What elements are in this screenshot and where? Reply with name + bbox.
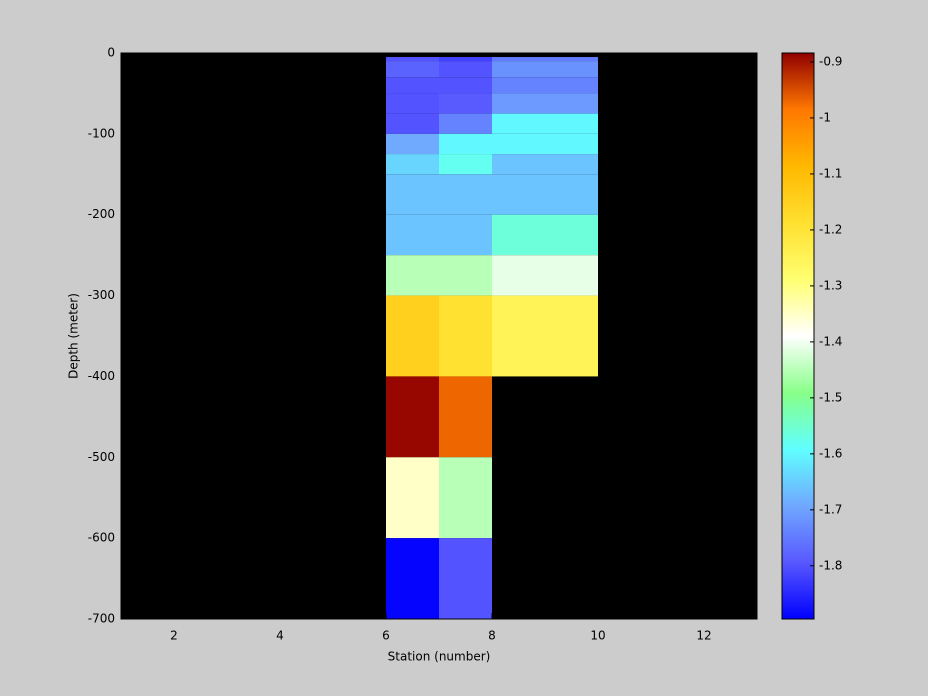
heatmap-cell bbox=[439, 77, 492, 94]
y-tick-label: 0 bbox=[107, 46, 115, 60]
heatmap-cell bbox=[386, 255, 439, 296]
heatmap-cell bbox=[386, 214, 439, 256]
y-tick-label: -400 bbox=[88, 369, 115, 383]
x-tick-label: 10 bbox=[590, 629, 605, 643]
heatmap-cell bbox=[545, 113, 598, 134]
y-tick-label: -300 bbox=[88, 288, 115, 302]
colorbar-tick-label: -1.8 bbox=[819, 558, 842, 572]
heatmap-cell bbox=[492, 214, 545, 256]
heatmap-cell bbox=[492, 57, 545, 62]
colorbar-tick-label: -1.5 bbox=[819, 390, 842, 404]
heatmap-cell bbox=[545, 295, 598, 377]
heatmap-cell bbox=[386, 61, 439, 78]
x-tick-label: 4 bbox=[276, 629, 284, 643]
heatmap-cell bbox=[492, 174, 545, 215]
heatmap-cell bbox=[386, 538, 439, 619]
heatmap-cell bbox=[386, 295, 439, 377]
heatmap-cell bbox=[439, 376, 492, 458]
heatmap-cell bbox=[492, 154, 545, 175]
heatmap-cell bbox=[492, 61, 545, 78]
heatmap-cell bbox=[545, 61, 598, 78]
heatmap-cell bbox=[545, 57, 598, 62]
heatmap-cell bbox=[439, 93, 492, 114]
colorbar-tick-label: -0.9 bbox=[819, 54, 842, 68]
heatmap-cell bbox=[545, 154, 598, 175]
heatmap-cell bbox=[386, 57, 439, 62]
heatmap-cell bbox=[492, 133, 545, 155]
heatmap-cell bbox=[439, 57, 492, 62]
colorbar-tick-label: -1.2 bbox=[819, 222, 842, 236]
heatmap-cell bbox=[545, 133, 598, 155]
heatmap-cell bbox=[386, 133, 439, 155]
heatmap-cell bbox=[439, 133, 492, 155]
heatmap-cell bbox=[386, 154, 439, 175]
heatmap-cell bbox=[439, 61, 492, 78]
y-tick-label: -500 bbox=[88, 450, 115, 464]
heatmap-cell bbox=[545, 214, 598, 256]
x-tick-label: 2 bbox=[170, 629, 178, 643]
y-tick-label: -700 bbox=[88, 612, 115, 626]
y-tick-label: -600 bbox=[88, 531, 115, 545]
heatmap-cell bbox=[439, 295, 492, 377]
heatmap-cell bbox=[545, 255, 598, 296]
heatmap-cell bbox=[439, 457, 492, 539]
heatmap-cell bbox=[545, 77, 598, 94]
heatmap-cell bbox=[386, 457, 439, 539]
heatmap-cell bbox=[439, 154, 492, 175]
colorbar-tick-label: -1 bbox=[819, 110, 831, 124]
heatmap-cell bbox=[439, 214, 492, 256]
colorbar-tick-label: -1.6 bbox=[819, 446, 842, 460]
heatmap-cell bbox=[492, 255, 545, 296]
heatmap-cell bbox=[439, 174, 492, 215]
colorbar-tick-label: -1.4 bbox=[819, 334, 842, 348]
heatmap-cell bbox=[492, 113, 545, 134]
x-tick-label: 8 bbox=[488, 629, 496, 643]
x-axis-label: Station (number) bbox=[388, 650, 491, 664]
heatmap-cell bbox=[386, 77, 439, 94]
heatmap-cell bbox=[439, 113, 492, 134]
y-axis-label: Depth (meter) bbox=[67, 293, 81, 379]
axes-frame bbox=[120, 52, 758, 620]
heatmap-cell bbox=[386, 93, 439, 114]
heatmap-cell bbox=[545, 93, 598, 114]
colorbar-tick-label: -1.3 bbox=[819, 278, 842, 292]
heatmap-cell bbox=[386, 113, 439, 134]
y-tick-label: -100 bbox=[88, 126, 115, 140]
colorbar bbox=[781, 52, 815, 620]
heatmap-cell bbox=[439, 538, 492, 619]
y-tick-label: -200 bbox=[88, 207, 115, 221]
heatmap-cell bbox=[386, 174, 439, 215]
heatmap-cell bbox=[439, 255, 492, 296]
heatmap-cell bbox=[386, 376, 439, 458]
heatmap-cell bbox=[492, 93, 545, 114]
x-tick-label: 6 bbox=[382, 629, 390, 643]
colorbar-tick-label: -1.1 bbox=[819, 166, 842, 180]
heatmap-cell bbox=[492, 295, 545, 377]
colorbar-tick-label: -1.7 bbox=[819, 502, 842, 516]
x-tick-label: 12 bbox=[696, 629, 711, 643]
heatmap-cell bbox=[492, 77, 545, 94]
heatmap-cell bbox=[545, 174, 598, 215]
